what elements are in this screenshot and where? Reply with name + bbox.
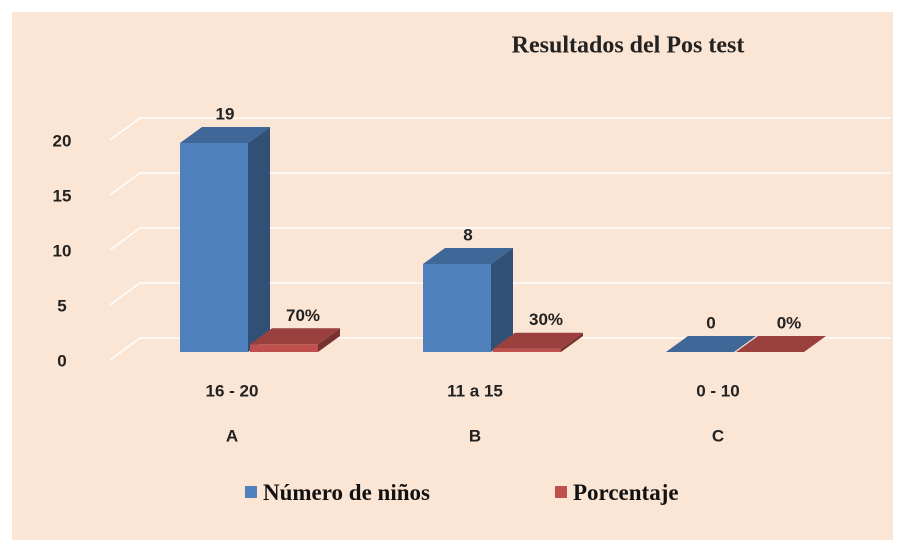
x-group-label: C — [712, 426, 724, 445]
bar-top — [493, 332, 583, 349]
x-tick-label: 16 - 20 — [206, 381, 259, 400]
bar — [180, 127, 270, 352]
bar-top — [666, 336, 756, 352]
x-tick-label: 0 - 10 — [696, 381, 739, 400]
bar-side — [318, 328, 340, 352]
bar — [493, 332, 583, 352]
bar-side — [248, 127, 270, 352]
bar-side — [561, 332, 583, 352]
bar-top — [423, 248, 513, 264]
x-group-label: A — [226, 426, 238, 445]
grid-line — [109, 227, 890, 251]
legend-label: Porcentaje — [573, 480, 679, 505]
bar — [666, 336, 756, 352]
bar-top — [250, 328, 340, 345]
bar-side — [491, 248, 513, 352]
data-label: 19 — [216, 104, 235, 123]
grid-line — [109, 282, 890, 306]
bar-top — [180, 127, 270, 143]
legend-label: Número de niños — [263, 480, 430, 505]
legend-item: Número de niños — [245, 478, 445, 508]
y-tick-label: 10 — [53, 241, 72, 260]
legend-swatch — [245, 486, 257, 498]
legend-item: Porcentaje — [555, 478, 679, 508]
data-label: 8 — [463, 225, 472, 244]
x-tick-label: 11 a 15 — [447, 381, 503, 400]
bar-front — [250, 344, 318, 352]
bar — [250, 328, 340, 352]
y-tick-label: 0 — [57, 351, 66, 370]
bar — [423, 248, 513, 352]
bar — [736, 336, 826, 352]
data-label: 0 — [706, 313, 715, 332]
bar-front — [423, 264, 491, 352]
bar-top — [736, 336, 826, 352]
bar-front — [493, 348, 561, 352]
grid-line — [109, 172, 890, 196]
data-label: 70% — [286, 306, 320, 325]
grid-line — [109, 337, 890, 361]
chart-title: Resultados del Pos test — [512, 33, 745, 59]
y-tick-label: 15 — [53, 186, 72, 205]
legend-swatch — [555, 486, 567, 498]
data-label: 30% — [529, 310, 563, 329]
grid-line — [109, 117, 890, 141]
y-tick-label: 5 — [57, 296, 66, 315]
data-label: 0% — [777, 313, 802, 332]
bar-front — [180, 143, 248, 352]
y-tick-label: 20 — [53, 131, 72, 150]
x-group-label: B — [469, 426, 481, 445]
